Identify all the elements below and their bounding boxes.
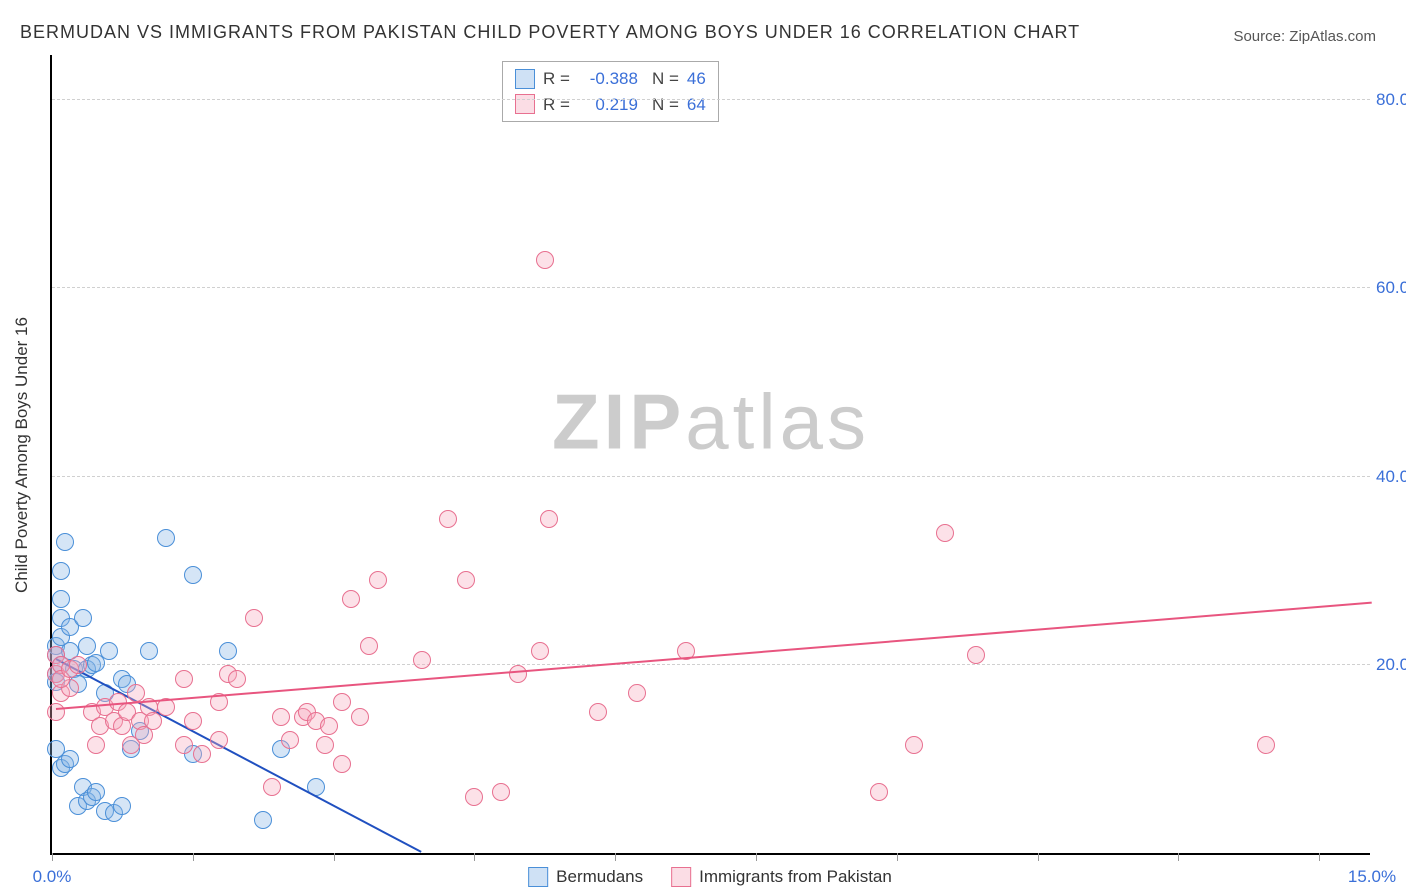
scatter-point [140,642,158,660]
scatter-point [589,703,607,721]
scatter-point [87,783,105,801]
r-value-bermudans: -0.388 [578,66,638,92]
scatter-point [184,566,202,584]
scatter-point [413,651,431,669]
x-tick [1038,853,1039,861]
scatter-point [439,510,457,528]
scatter-point [52,590,70,608]
y-tick-label: 20.0% [1376,655,1406,675]
y-tick-label: 60.0% [1376,278,1406,298]
legend-item-bermudans: Bermudans [528,867,643,887]
scatter-point [540,510,558,528]
scatter-point [905,736,923,754]
legend-item-pakistan: Immigrants from Pakistan [671,867,892,887]
scatter-point [113,797,131,815]
legend-row-bermudans: R = -0.388 N = 46 [515,66,706,92]
scatter-point [1257,736,1275,754]
scatter-point [870,783,888,801]
scatter-point [127,684,145,702]
scatter-point [193,745,211,763]
y-axis-title: Child Poverty Among Boys Under 16 [12,317,32,593]
scatter-point [228,670,246,688]
x-tick [52,853,53,861]
scatter-point [628,684,646,702]
x-tick [897,853,898,861]
x-tick [756,853,757,861]
y-tick-label: 80.0% [1376,90,1406,110]
scatter-point [74,609,92,627]
x-tick [1178,853,1179,861]
x-tick-label: 0.0% [33,867,72,887]
scatter-point [56,533,74,551]
scatter-point [263,778,281,796]
scatter-point [210,731,228,749]
scatter-point [457,571,475,589]
x-tick-label: 15.0% [1348,867,1396,887]
scatter-point [78,637,96,655]
source-label: Source: ZipAtlas.com [1233,28,1376,45]
scatter-point [157,529,175,547]
scatter-point [465,788,483,806]
r-label: R = [543,92,570,118]
n-value-bermudans: 46 [687,66,706,92]
scatter-point [87,736,105,754]
x-tick [1319,853,1320,861]
scatter-point [254,811,272,829]
scatter-point [369,571,387,589]
scatter-point [245,609,263,627]
scatter-point [967,646,985,664]
scatter-point [175,736,193,754]
scatter-point [531,642,549,660]
swatch-blue-icon [515,69,535,89]
r-value-pakistan: 0.219 [578,92,638,118]
swatch-blue-icon [528,867,548,887]
scatter-point [144,712,162,730]
y-tick-label: 40.0% [1376,467,1406,487]
scatter-point [272,708,290,726]
plot-region: ZIPatlas R = -0.388 N = 46 R = 0.219 N =… [50,55,1370,855]
n-label: N = [652,92,679,118]
swatch-pink-icon [671,867,691,887]
n-value-pakistan: 64 [687,92,706,118]
scatter-point [69,656,87,674]
scatter-point [175,670,193,688]
scatter-point [281,731,299,749]
legend-bottom: Bermudans Immigrants from Pakistan [528,867,892,887]
legend-correlation-box: R = -0.388 N = 46 R = 0.219 N = 64 [502,61,719,122]
scatter-point [184,712,202,730]
n-label: N = [652,66,679,92]
scatter-point [219,642,237,660]
scatter-point [47,740,65,758]
scatter-point [47,703,65,721]
legend-label-bermudans: Bermudans [556,867,643,887]
legend-row-pakistan: R = 0.219 N = 64 [515,92,706,118]
scatter-point [100,642,118,660]
scatter-point [316,736,334,754]
legend-label-pakistan: Immigrants from Pakistan [699,867,892,887]
scatter-point [52,562,70,580]
x-tick [615,853,616,861]
swatch-pink-icon [515,94,535,114]
scatter-point [342,590,360,608]
scatter-point [351,708,369,726]
r-label: R = [543,66,570,92]
scatter-point [320,717,338,735]
gridline [52,664,1370,665]
x-tick [193,853,194,861]
scatter-point [333,693,351,711]
gridline [52,476,1370,477]
scatter-point [536,251,554,269]
scatter-point [936,524,954,542]
x-tick [474,853,475,861]
scatter-point [360,637,378,655]
chart-area: ZIPatlas R = -0.388 N = 46 R = 0.219 N =… [50,55,1370,855]
gridline [52,287,1370,288]
x-tick [334,853,335,861]
scatter-point [333,755,351,773]
scatter-point [509,665,527,683]
watermark: ZIPatlas [552,377,870,468]
gridline [52,99,1370,100]
scatter-point [492,783,510,801]
chart-title: BERMUDAN VS IMMIGRANTS FROM PAKISTAN CHI… [20,22,1080,43]
